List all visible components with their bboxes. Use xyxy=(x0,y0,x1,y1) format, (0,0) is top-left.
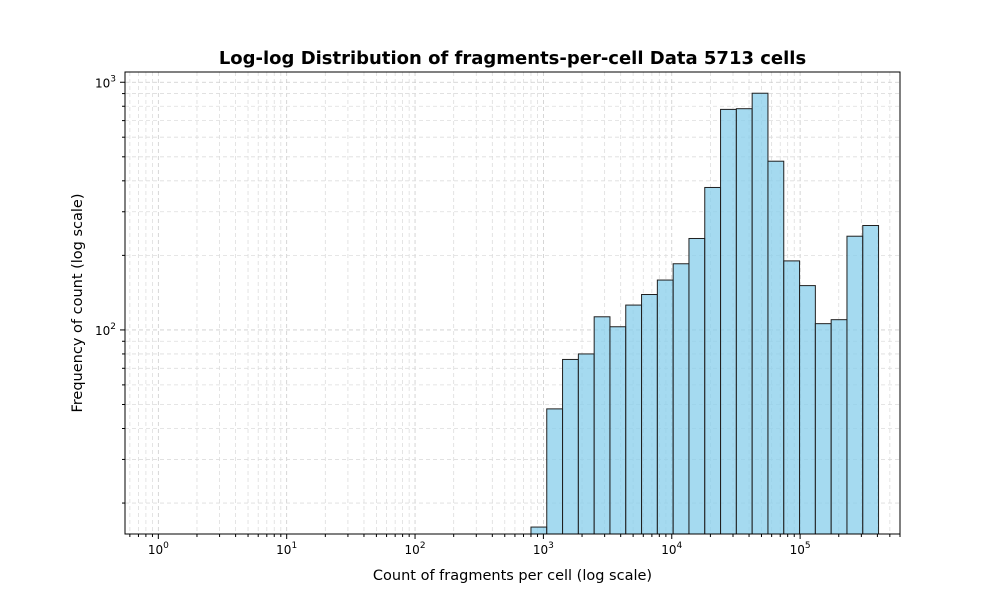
histogram-bar xyxy=(735,108,753,535)
histogram-bar xyxy=(656,279,674,535)
histogram-bar xyxy=(546,408,564,535)
histogram-bar xyxy=(720,108,737,535)
x-axis-label: Count of fragments per cell (log scale) xyxy=(373,568,652,584)
x-tick-label: 105 xyxy=(790,541,811,557)
y-axis-label: Frequency of count (log scale) xyxy=(70,193,86,412)
histogram-bar xyxy=(751,92,769,535)
bar-layer xyxy=(530,92,880,535)
y-tick-label: 102 xyxy=(95,322,116,338)
x-tick-label: 104 xyxy=(661,541,682,557)
histogram-bar xyxy=(830,319,848,535)
histogram-bar xyxy=(862,225,880,535)
x-tick-label: 100 xyxy=(148,541,169,557)
histogram-bar xyxy=(767,160,785,535)
histogram-bar xyxy=(799,285,816,535)
histogram-bar xyxy=(704,186,722,535)
x-tick-label: 103 xyxy=(533,541,554,557)
histogram-bar xyxy=(783,260,801,535)
histogram-bar xyxy=(530,526,548,535)
x-tick-label: 101 xyxy=(276,541,297,557)
histogram-bar xyxy=(562,358,579,535)
histogram-bar xyxy=(593,316,611,535)
histogram-bar xyxy=(609,326,627,535)
plot-frame xyxy=(124,71,901,535)
tick-layer: 100 101 102 103 104 105 102 103 xyxy=(95,74,901,557)
histogram-bar xyxy=(625,304,643,535)
chart-title: Log-log Distribution of fragments-per-ce… xyxy=(219,48,806,69)
histogram-bar xyxy=(641,294,658,535)
histogram-bar xyxy=(577,353,595,535)
histogram-bar xyxy=(672,263,690,535)
y-tick-label: 103 xyxy=(95,74,116,90)
histogram-bar xyxy=(846,235,864,535)
histogram-bar xyxy=(814,323,832,535)
histogram-bar xyxy=(688,237,706,535)
x-tick-label: 102 xyxy=(405,541,426,557)
